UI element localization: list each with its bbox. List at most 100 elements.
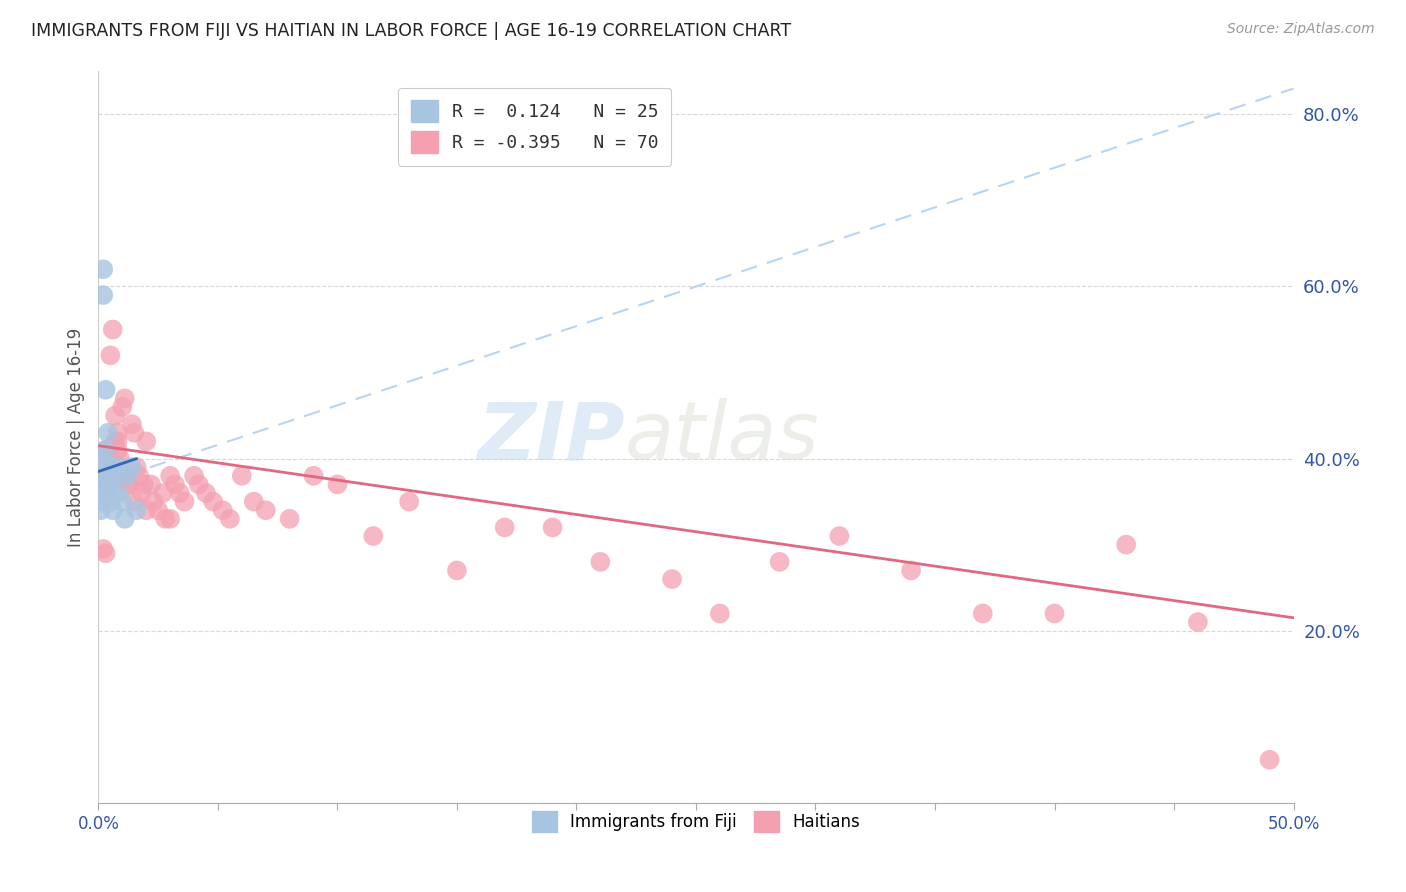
Point (91, 262, 114, 277)
Point (211, 503, 233, 517)
Point (90, 477, 112, 491)
Point (541, 520, 564, 534)
Point (900, 564, 922, 578)
Point (97, 456, 120, 470)
Point (494, 520, 516, 534)
Point (97, 468, 120, 483)
Point (243, 494, 266, 508)
Point (398, 494, 420, 508)
Point (91, 541, 114, 556)
Point (173, 494, 195, 508)
Point (446, 564, 468, 578)
Point (98, 451, 122, 466)
Point (97, 486, 120, 500)
Point (148, 503, 170, 517)
Point (709, 607, 731, 621)
Point (1187, 615, 1209, 629)
Point (90, 494, 112, 508)
Point (115, 468, 138, 483)
Point (91, 288, 114, 302)
Point (108, 451, 131, 466)
Point (98, 494, 122, 508)
Y-axis label: In Labor Force | Age 16-19: In Labor Force | Age 16-19 (66, 327, 84, 547)
Point (115, 477, 138, 491)
Point (254, 503, 277, 517)
Point (128, 468, 150, 483)
Point (121, 460, 143, 475)
Point (97, 477, 120, 491)
Point (121, 417, 143, 432)
Point (94, 546, 117, 560)
Point (90, 486, 112, 500)
Point (768, 555, 790, 569)
Point (90, 468, 112, 483)
Point (104, 468, 127, 483)
Point (195, 486, 218, 500)
Point (90, 503, 112, 517)
Point (169, 486, 191, 500)
Point (152, 486, 174, 500)
Point (125, 503, 148, 517)
Point (101, 477, 124, 491)
Point (104, 409, 127, 423)
Legend: Immigrants from Fiji, Haitians: Immigrants from Fiji, Haitians (526, 805, 866, 838)
Point (1258, 753, 1281, 767)
Point (115, 468, 138, 483)
Point (107, 442, 129, 457)
Text: atlas: atlas (624, 398, 820, 476)
Point (163, 477, 186, 491)
Point (231, 468, 253, 483)
Point (828, 529, 851, 543)
Point (972, 607, 994, 621)
Point (131, 486, 153, 500)
Point (589, 555, 612, 569)
Point (114, 512, 136, 526)
Point (302, 468, 325, 483)
Point (661, 572, 683, 586)
Point (132, 477, 155, 491)
Point (94, 383, 117, 397)
Point (135, 503, 157, 517)
Point (278, 512, 301, 526)
Point (111, 400, 134, 414)
Point (1115, 538, 1137, 552)
Point (326, 477, 349, 491)
Text: Source: ZipAtlas.com: Source: ZipAtlas.com (1227, 22, 1375, 37)
Point (101, 503, 124, 517)
Point (219, 512, 242, 526)
Text: ZIP: ZIP (477, 398, 624, 476)
Point (107, 434, 129, 449)
Point (159, 468, 181, 483)
Text: IMMIGRANTS FROM FIJI VS HAITIAN IN LABOR FORCE | AGE 16-19 CORRELATION CHART: IMMIGRANTS FROM FIJI VS HAITIAN IN LABOR… (31, 22, 792, 40)
Point (142, 494, 165, 508)
Point (124, 494, 146, 508)
Point (101, 322, 124, 336)
Point (155, 512, 177, 526)
Point (94, 442, 117, 457)
Point (108, 460, 131, 475)
Point (94, 460, 117, 475)
Point (101, 460, 124, 475)
Point (114, 392, 136, 406)
Point (90, 451, 112, 466)
Point (159, 512, 181, 526)
Point (202, 494, 225, 508)
Point (98, 348, 122, 362)
Point (135, 434, 157, 449)
Point (111, 468, 134, 483)
Point (118, 477, 141, 491)
Point (94, 442, 117, 457)
Point (107, 425, 129, 440)
Point (98, 468, 122, 483)
Point (90, 468, 112, 483)
Point (111, 494, 134, 508)
Point (97, 425, 120, 440)
Point (104, 434, 127, 449)
Point (125, 460, 148, 475)
Point (363, 529, 385, 543)
Point (107, 486, 129, 500)
Point (139, 477, 162, 491)
Point (124, 425, 146, 440)
Point (187, 477, 209, 491)
Point (1043, 607, 1066, 621)
